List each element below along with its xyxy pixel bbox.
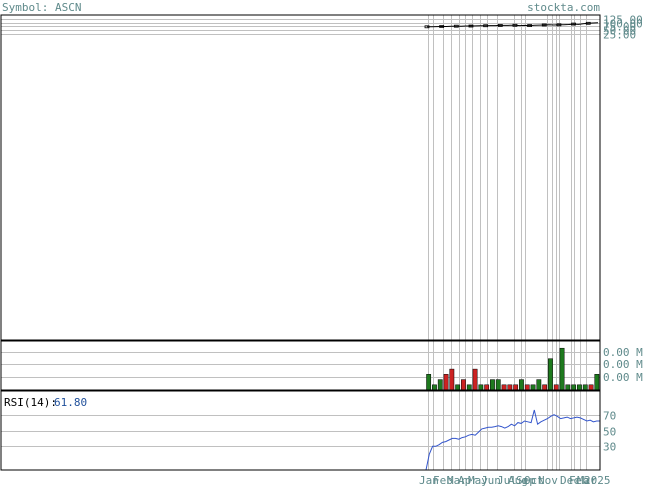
price-candle: [512, 23, 518, 27]
volume-bar: [437, 379, 443, 391]
price-candle: [483, 24, 489, 28]
x-tick-label: Oct: [524, 474, 544, 486]
volume-bar: [426, 374, 432, 391]
rsi-tick-labels: 70 50 30: [603, 410, 616, 454]
volume-bar: [507, 384, 513, 391]
volume-tick-label: 0.00 M: [603, 358, 643, 371]
x-tick-label: May: [468, 474, 488, 486]
rsi-series: [425, 409, 600, 471]
volume-bar: [588, 384, 594, 391]
rsi-tick-label: 50: [603, 426, 616, 439]
volume-bar: [542, 384, 548, 391]
volume-bar: [490, 379, 495, 391]
price-tick-label: 125.00: [603, 14, 643, 27]
price-frame: [0, 14, 601, 341]
price-candle: [453, 24, 459, 28]
x-tick-label: Aug: [508, 474, 528, 486]
volume-bar: [530, 384, 536, 391]
volume-bar: [495, 379, 501, 391]
rsi-gridlines: [1, 391, 600, 470]
rsi-frame: [0, 390, 601, 471]
volume-tick-label: 0.00 M: [603, 371, 643, 384]
volume-tick-label: 0.00 M: [603, 346, 643, 359]
price-tick-label: 75.00: [603, 21, 636, 34]
rsi-label: RSI(14):: [4, 396, 57, 409]
volume-bar: [536, 379, 542, 391]
volume-bar: [548, 358, 553, 391]
x-tick-label: 2025: [584, 474, 611, 486]
volume-tick-labels: 0.00 M0.00 M0.00 M: [603, 346, 643, 384]
x-tick-label: Nov: [538, 474, 558, 486]
x-tick-label: Jul: [497, 474, 517, 486]
volume-bar: [565, 384, 571, 391]
price-candle: [527, 24, 532, 27]
price-tick-label: 100.00: [603, 18, 643, 31]
volume-panel: 0.00 M0.00 M0.00 M: [0, 340, 643, 391]
volume-bar: [594, 374, 600, 391]
volume-frame: [0, 340, 601, 391]
rsi-tick-label: 70: [603, 410, 616, 423]
rsi-tick-label: 30: [603, 441, 616, 454]
site-name: stockta.com: [527, 1, 600, 14]
volume-bar: [472, 368, 478, 391]
volume-bar: [484, 384, 490, 391]
volume-bar: [577, 384, 582, 391]
x-tick-label: Dec: [560, 474, 580, 486]
price-candle: [541, 23, 547, 27]
price-series: [424, 21, 599, 29]
volume-bar: [501, 384, 507, 391]
x-tick-label: Apr: [458, 474, 478, 486]
rsi-panel: 70 50 30 RSI(14): 61.80: [0, 390, 616, 471]
x-tick-label: Mar: [577, 474, 597, 486]
x-tick-label: Feb: [433, 474, 453, 486]
price-candle: [468, 24, 474, 28]
volume-bar: [582, 384, 588, 391]
rsi-line: [425, 409, 600, 471]
volume-bar: [449, 368, 455, 391]
volume-bar: [478, 384, 484, 391]
price-tick-label: 25.00: [603, 29, 636, 42]
price-candle: [571, 22, 576, 26]
x-tick-label: Feb: [569, 474, 589, 486]
volume-bar: [571, 384, 577, 391]
price-candle: [439, 25, 445, 28]
price-line: [427, 22, 599, 28]
symbol-label: Symbol: ASCN: [2, 1, 81, 14]
price-candle: [424, 25, 430, 29]
price-candle: [497, 24, 503, 27]
volume-bar: [559, 347, 565, 391]
volume-bar: [461, 379, 466, 391]
volume-bar: [513, 384, 519, 391]
volume-bar: [524, 384, 530, 391]
price-candle: [556, 23, 562, 27]
x-tick-label: Jun: [481, 474, 501, 486]
volume-bar: [443, 374, 449, 391]
rsi-value: 61.80: [54, 396, 87, 409]
volume-bar: [466, 384, 472, 391]
volume-gridlines: [1, 341, 600, 390]
volume-bar: [455, 384, 461, 391]
price-candle: [585, 21, 591, 25]
volume-bar: [553, 384, 559, 391]
x-tick-label: Jan: [419, 474, 439, 486]
x-tick-label: Mar: [447, 474, 467, 486]
price-tick-label: 50.00: [603, 25, 636, 38]
volume-bar: [432, 384, 437, 391]
volume-bar: [519, 379, 524, 391]
x-tick-label: Sep: [516, 474, 536, 486]
price-gridlines: [1, 15, 600, 340]
volume-bars: [426, 347, 600, 391]
